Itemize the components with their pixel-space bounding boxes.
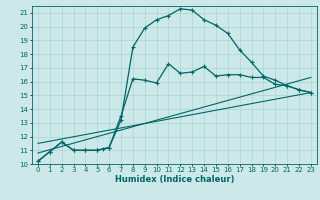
X-axis label: Humidex (Indice chaleur): Humidex (Indice chaleur) bbox=[115, 175, 234, 184]
